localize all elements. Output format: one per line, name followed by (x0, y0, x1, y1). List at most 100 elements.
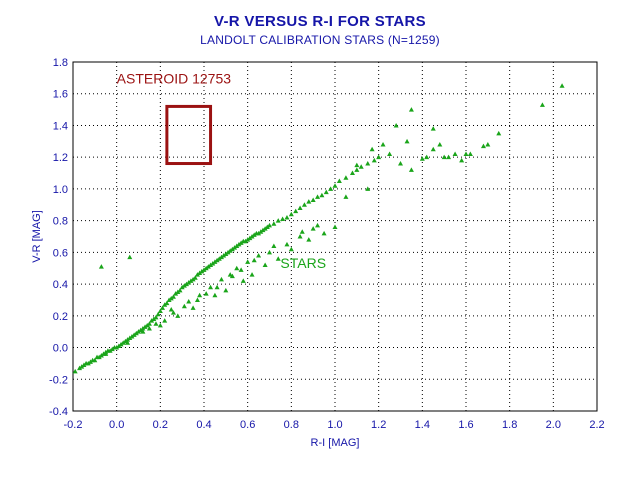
y-tick-label: 1.0 (53, 184, 68, 196)
data-point (463, 151, 469, 157)
grid-lines (73, 62, 597, 411)
data-point (205, 264, 211, 269)
data-point (323, 189, 329, 195)
data-point (79, 364, 85, 369)
data-point (467, 151, 473, 157)
data-point (157, 322, 163, 328)
data-point (240, 278, 246, 283)
asteroid-region-box (165, 104, 213, 166)
axis-ticks: -0.2 0.0 0.2 0.4 0.6 0.8 1.0 1.2 1.4 1.6 1.8 2.0 2.2… (49, 57, 605, 431)
data-point (251, 257, 257, 263)
data-point (194, 297, 200, 302)
data-point (181, 283, 187, 288)
data-point (349, 170, 355, 176)
data-point (164, 300, 170, 306)
data-point (288, 246, 294, 252)
y-tick-label: -0.2 (49, 374, 68, 386)
x-axis-label: R-I [MAG] (311, 437, 360, 449)
data-point (297, 234, 303, 239)
data-point (129, 333, 135, 339)
y-tick-label: 0.4 (53, 279, 68, 291)
x-tick-label: 2.0 (546, 419, 561, 431)
data-point (179, 284, 185, 290)
data-point (288, 211, 294, 217)
data-point (87, 359, 93, 364)
data-point (162, 318, 168, 323)
data-point (485, 141, 491, 147)
y-tick-label: 0.8 (53, 216, 68, 228)
data-point (155, 311, 161, 317)
data-point (343, 175, 349, 180)
data-point (98, 264, 104, 269)
data-point (354, 167, 360, 172)
data-point (177, 287, 183, 293)
data-point (328, 186, 334, 191)
data-point (408, 167, 414, 172)
data-point (175, 289, 181, 295)
data-point (293, 208, 299, 214)
data-point (380, 141, 386, 147)
data-point (284, 241, 290, 247)
data-point (92, 357, 98, 363)
data-point (408, 107, 414, 112)
data-point (131, 332, 137, 337)
data-point (232, 245, 238, 250)
data-point (267, 222, 272, 228)
data-point (260, 227, 266, 233)
data-point (173, 291, 179, 296)
data-point (227, 248, 233, 253)
data-point (238, 240, 244, 245)
data-point (144, 322, 150, 328)
data-point (166, 297, 172, 302)
plot-frame (72, 61, 598, 412)
data-point (210, 260, 216, 266)
chart-title: V-R VERSUS R-I FOR STARS (214, 13, 426, 30)
x-tick-label: 1.2 (371, 419, 386, 431)
data-point (365, 186, 371, 191)
data-point (98, 352, 104, 358)
data-points (72, 83, 565, 374)
y-axis-label: V-R [MAG] (31, 210, 43, 263)
data-point (275, 218, 281, 223)
data-point (208, 284, 214, 290)
data-point (118, 341, 124, 347)
data-point (212, 292, 218, 298)
data-point (214, 284, 220, 290)
data-point (149, 318, 155, 323)
data-point (321, 230, 327, 236)
data-point (284, 214, 290, 220)
data-point (114, 345, 120, 350)
data-point (218, 276, 224, 282)
data-point (251, 232, 257, 237)
data-point (96, 354, 102, 360)
data-point (107, 348, 113, 353)
data-point (225, 249, 231, 255)
data-point (140, 329, 146, 334)
data-point (387, 151, 393, 157)
data-point (371, 157, 377, 163)
data-point (168, 295, 174, 301)
data-point (315, 194, 321, 199)
data-point (267, 249, 272, 255)
data-point (245, 259, 251, 264)
y-tick-label: 1.2 (53, 152, 68, 164)
data-point (194, 272, 200, 277)
data-point (184, 281, 190, 287)
x-tick-label: 0.2 (153, 419, 168, 431)
data-point (247, 235, 253, 241)
data-point (452, 151, 458, 157)
x-tick-label: 0.4 (196, 419, 211, 431)
data-point (153, 321, 159, 326)
data-point (72, 368, 78, 374)
data-point (297, 205, 303, 210)
data-point (186, 280, 192, 285)
data-point (301, 202, 307, 207)
y-tick-label: 1.6 (53, 89, 68, 101)
data-point (151, 316, 157, 321)
data-point (203, 265, 209, 271)
y-tick-label: 0.6 (53, 247, 68, 259)
data-point (306, 199, 312, 204)
data-point (271, 243, 277, 249)
data-point (275, 256, 281, 261)
